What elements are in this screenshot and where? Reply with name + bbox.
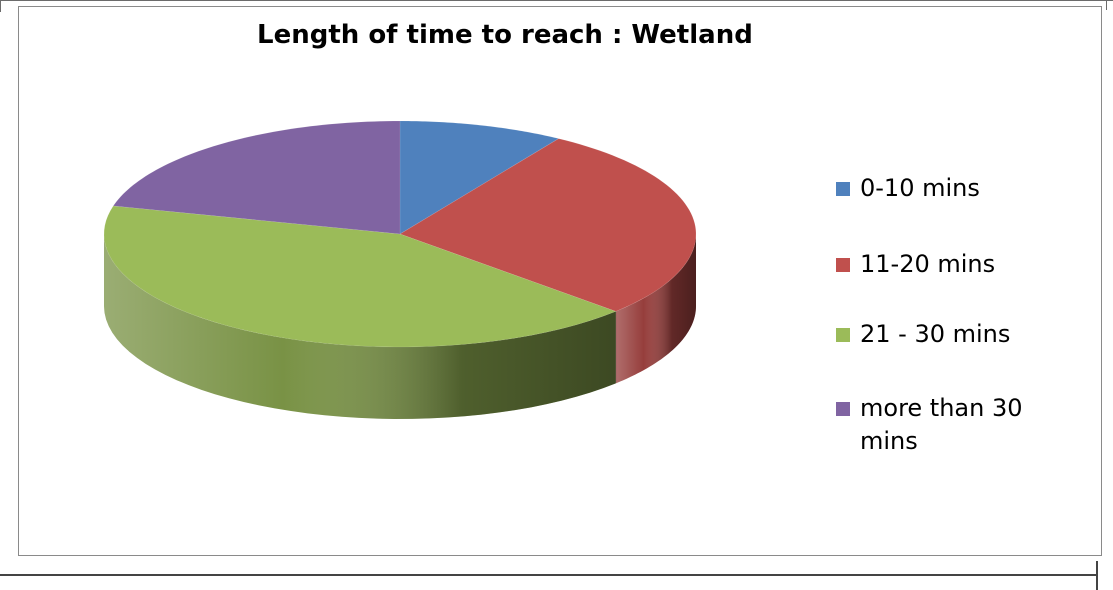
pie-slice-2 bbox=[103, 205, 617, 348]
pie-slice-0 bbox=[399, 120, 560, 235]
legend-item: more than 30 mins bbox=[836, 392, 1050, 458]
page-border-top bbox=[0, 0, 1113, 6]
legend-item: 0-10 mins bbox=[836, 172, 1050, 205]
legend-label: more than 30 mins bbox=[860, 394, 1023, 455]
pie-slice-1 bbox=[399, 138, 697, 312]
pie-sides bbox=[104, 234, 696, 419]
pie-side-shade-2 bbox=[104, 234, 616, 419]
legend-label: 0-10 mins bbox=[860, 174, 980, 202]
pie-tops bbox=[103, 120, 697, 348]
page-border-bottom-right bbox=[1096, 561, 1098, 590]
legend-label: 11-20 mins bbox=[860, 250, 996, 278]
pie-side-shade-1 bbox=[615, 234, 696, 384]
legend-swatch bbox=[836, 328, 850, 342]
legend-swatch bbox=[836, 402, 850, 416]
page-border-right bbox=[1106, 0, 1107, 10]
chart-title: Length of time to reach : Wetland bbox=[257, 20, 753, 50]
legend-item: 11-20 mins bbox=[836, 248, 1050, 281]
legend-swatch bbox=[836, 182, 850, 196]
legend-swatch bbox=[836, 258, 850, 272]
legend-label: 21 - 30 mins bbox=[860, 320, 1011, 348]
page-border-left bbox=[0, 0, 1, 12]
pie-slice-3 bbox=[112, 120, 401, 235]
legend-item: 21 - 30 mins bbox=[836, 318, 1050, 351]
page-border-bottom bbox=[0, 574, 1098, 576]
